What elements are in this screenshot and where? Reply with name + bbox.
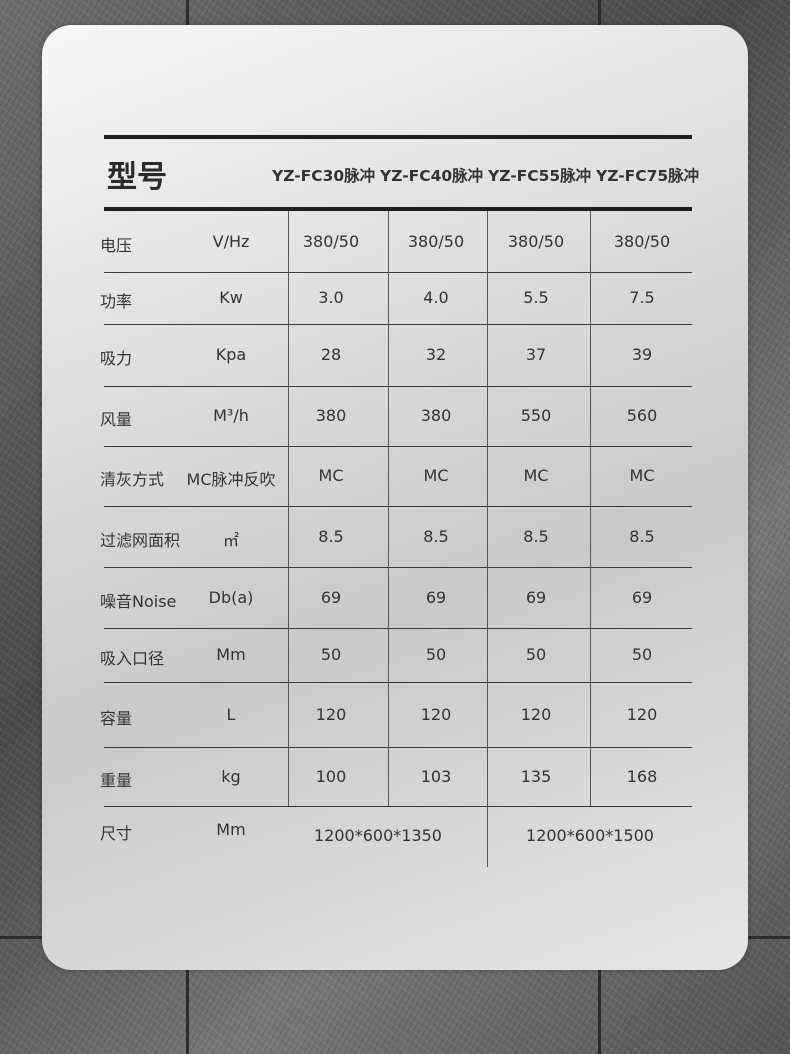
row-value: 37: [525, 345, 547, 364]
size-label: 尺寸: [100, 824, 133, 843]
row-value: MC: [629, 466, 655, 485]
column-divider: [388, 211, 389, 806]
row-value: 120: [315, 704, 347, 724]
column-divider: [590, 211, 591, 806]
column-divider: [288, 211, 289, 806]
column-divider: [487, 806, 488, 867]
model-heading: 型号: [107, 160, 167, 195]
row-label: 过滤网面积: [100, 530, 181, 550]
row-unit: L: [226, 704, 236, 724]
row-value: MC: [523, 466, 549, 485]
row-label: 电压: [100, 235, 133, 255]
row-value: 4.0: [423, 288, 449, 307]
model-name: YZ-FC30脉冲: [272, 167, 376, 185]
row-value: 103: [420, 766, 452, 786]
row-value: 8.5: [523, 526, 549, 546]
row-value: 8.5: [423, 526, 449, 546]
row-divider: [104, 806, 692, 807]
row-value: 380/50: [407, 231, 465, 251]
row-unit: Kw: [219, 288, 243, 307]
row-divider: [104, 628, 692, 629]
row-value: 380/50: [302, 231, 360, 251]
row-label: 容量: [100, 708, 133, 728]
row-value: 69: [631, 587, 653, 607]
row-unit: MC脉冲反吹: [186, 470, 276, 489]
row-value: 69: [425, 587, 447, 607]
row-value: 7.5: [629, 288, 655, 307]
top-rule: [104, 135, 692, 139]
header-rule: [104, 207, 692, 211]
row-divider: [104, 747, 692, 748]
row-divider: [104, 386, 692, 387]
row-value: MC: [318, 466, 344, 485]
row-value: 100: [315, 766, 347, 786]
row-divider: [104, 682, 692, 683]
spec-card: [42, 25, 748, 970]
row-label: 噪音Noise: [100, 591, 177, 611]
row-value: 32: [425, 345, 447, 364]
size-value: 1200*600*1350: [314, 826, 442, 845]
row-unit: ㎡: [222, 530, 240, 550]
row-unit: Db(a): [208, 587, 254, 607]
row-unit: M³/h: [213, 406, 249, 425]
row-value: 69: [525, 587, 547, 607]
row-value: 50: [525, 645, 547, 664]
model-name: YZ-FC55脉冲: [488, 167, 592, 185]
row-value: 8.5: [318, 526, 344, 546]
row-value: 168: [626, 766, 658, 786]
row-value: 39: [631, 345, 653, 364]
row-label: 功率: [100, 292, 133, 311]
row-value: 120: [626, 704, 658, 724]
row-value: 50: [320, 645, 342, 664]
row-value: 380/50: [613, 231, 671, 251]
size-value: 1200*600*1500: [526, 826, 654, 845]
row-label: 清灰方式: [100, 470, 165, 489]
row-value: 69: [320, 587, 342, 607]
row-label: 吸入口径: [100, 649, 165, 668]
row-label: 风量: [100, 410, 133, 429]
row-value: 3.0: [318, 288, 344, 307]
row-unit: Kpa: [215, 345, 247, 364]
row-unit: V/Hz: [212, 231, 250, 251]
row-value: 50: [631, 645, 653, 664]
row-divider: [104, 446, 692, 447]
size-unit: Mm: [216, 820, 246, 839]
row-value: 380/50: [507, 231, 565, 251]
row-value: 8.5: [629, 526, 655, 546]
row-value: 135: [520, 766, 552, 786]
row-divider: [104, 324, 692, 325]
row-divider: [104, 272, 692, 273]
row-value: 120: [420, 704, 452, 724]
row-unit: Mm: [216, 645, 246, 664]
row-value: 5.5: [523, 288, 549, 307]
model-name: YZ-FC40脉冲: [380, 167, 484, 185]
row-label: 重量: [100, 770, 133, 790]
row-label: 吸力: [100, 349, 133, 368]
row-divider: [104, 567, 692, 568]
row-value: 550: [520, 406, 552, 425]
row-value: 28: [320, 345, 342, 364]
column-divider: [487, 211, 488, 806]
row-value: 120: [520, 704, 552, 724]
row-unit: kg: [221, 766, 241, 786]
row-value: 560: [626, 406, 658, 425]
row-value: MC: [423, 466, 449, 485]
row-value: 50: [425, 645, 447, 664]
row-value: 380: [315, 406, 347, 425]
row-value: 380: [420, 406, 452, 425]
row-divider: [104, 506, 692, 507]
model-name: YZ-FC75脉冲: [596, 167, 700, 185]
